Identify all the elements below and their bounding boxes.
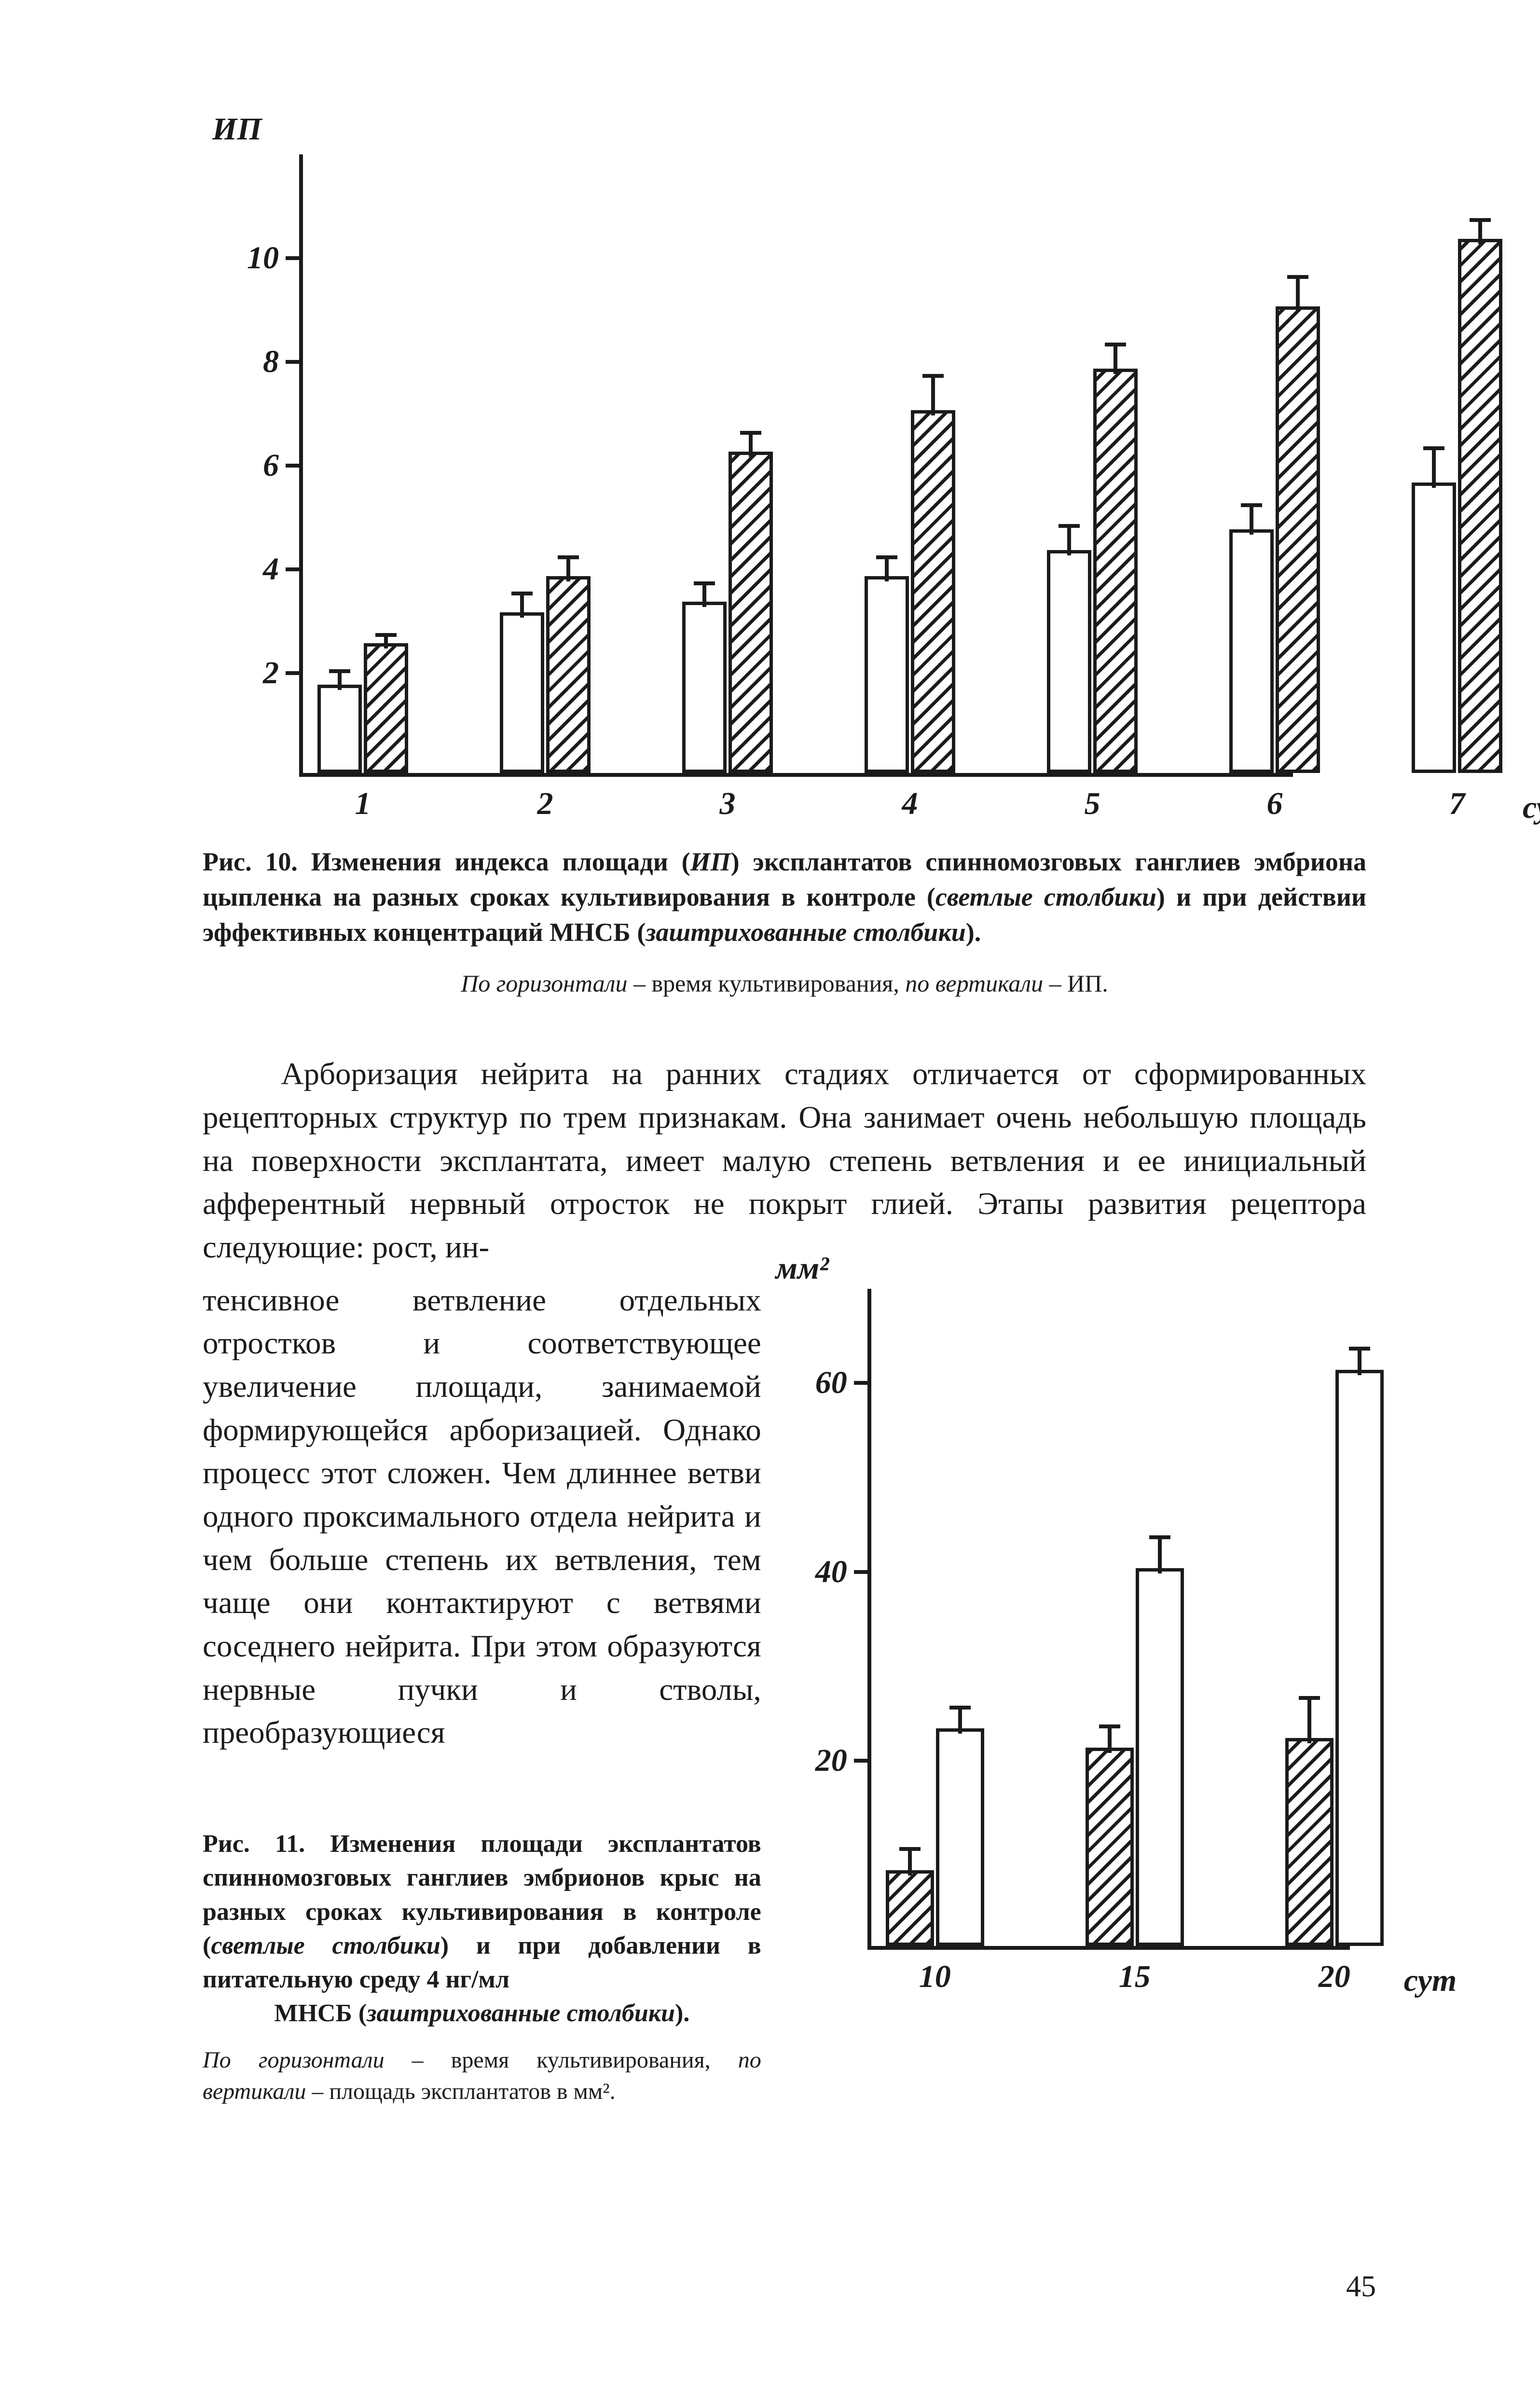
body-paragraph: Арборизация нейрита на ранних стадиях от… <box>203 1053 1366 1269</box>
fig10-subcaption: По горизонтали – время культивирования, … <box>203 967 1366 1000</box>
x-category-label: 2 <box>537 773 553 822</box>
bar-open <box>1412 483 1456 773</box>
y-tick <box>854 1570 871 1574</box>
bar-open <box>682 602 727 773</box>
left-column: тенсивное ветвление отдельных отростков … <box>203 1279 761 2108</box>
fig11-two-column: тенсивное ветвление отдельных отростков … <box>203 1279 1366 2108</box>
error-bar <box>1250 503 1253 535</box>
fig11-subcaption: По горизонтали – время культивирования, … <box>203 2045 761 2108</box>
bar-open <box>1229 529 1274 773</box>
x-category-label: 10 <box>919 1946 951 1995</box>
y-tick-label: 60 <box>789 1365 847 1401</box>
error-bar <box>384 633 388 648</box>
x-category-label: 20 <box>1319 1946 1350 1995</box>
fig10-caption: Рис. 10. Изменения индекса площади (ИП) … <box>203 844 1366 950</box>
page: ИП 2468101234567 сут Рис. 10. Изменения … <box>0 0 1540 2386</box>
right-column: мм² 204060101520 сут <box>790 1279 1366 1950</box>
bar-group <box>317 643 408 773</box>
bar-group <box>682 452 773 773</box>
error-bar <box>908 1847 912 1876</box>
bar-hatched <box>1086 1748 1134 1946</box>
error-bar <box>566 555 570 581</box>
bar-hatched <box>886 1870 934 1946</box>
fig11-caption: Рис. 11. Изменения площади эксплантатов … <box>203 1827 761 2030</box>
bar-hatched <box>1093 369 1138 773</box>
y-tick <box>286 256 303 260</box>
error-bar <box>958 1706 962 1734</box>
bar-group <box>1285 1370 1384 1946</box>
y-tick <box>286 567 303 571</box>
fig10-y-title: ИП <box>212 111 262 148</box>
error-bar <box>1358 1347 1361 1375</box>
bar-hatched <box>1276 306 1320 773</box>
page-number: 45 <box>1346 2270 1376 2304</box>
y-tick <box>286 360 303 364</box>
bar-open <box>500 612 544 773</box>
bar-open <box>1047 550 1091 773</box>
error-bar <box>1158 1535 1162 1573</box>
x-category-label: 6 <box>1267 773 1283 822</box>
y-tick-label: 2 <box>221 655 279 691</box>
error-bar <box>1478 218 1482 244</box>
bar-hatched <box>911 410 955 773</box>
y-tick-label: 4 <box>221 551 279 588</box>
bar-group <box>1412 239 1502 773</box>
fig11-chart: мм² 204060101520 сут <box>867 1289 1366 1950</box>
fig11-x-unit: сут <box>1404 1962 1457 1999</box>
bar-open <box>936 1728 984 1945</box>
bar-hatched <box>1285 1738 1334 1946</box>
fig11-plot-area: 204060101520 <box>867 1289 1350 1950</box>
bar-hatched <box>546 576 591 773</box>
bar-open <box>317 685 362 773</box>
bar-group <box>1086 1568 1184 1946</box>
error-bar <box>1307 1696 1311 1743</box>
y-tick-label: 20 <box>789 1742 847 1779</box>
bar-group <box>865 410 955 773</box>
bar-hatched <box>364 643 408 773</box>
x-category-label: 1 <box>355 773 371 822</box>
body-flow-left: тенсивное ветвление отдельных отростков … <box>203 1279 761 1755</box>
bar-hatched <box>1458 239 1502 773</box>
error-bar <box>702 581 706 607</box>
error-bar <box>749 431 753 457</box>
bar-hatched <box>729 452 773 773</box>
x-category-label: 5 <box>1085 773 1100 822</box>
y-tick <box>854 1381 871 1385</box>
bar-open <box>1136 1568 1184 1946</box>
x-category-label: 4 <box>902 773 918 822</box>
fig10-chart: ИП 2468101234567 сут <box>299 154 1366 777</box>
error-bar <box>1296 275 1300 311</box>
y-tick-label: 10 <box>221 240 279 276</box>
bar-group <box>886 1728 984 1945</box>
error-bar <box>338 669 342 690</box>
bar-open <box>865 576 909 773</box>
error-bar <box>1432 446 1436 488</box>
error-bar <box>885 555 889 581</box>
body-paragraph-text: Арборизация нейрита на ранних стадиях от… <box>203 1057 1366 1265</box>
bar-open <box>1335 1370 1384 1946</box>
y-tick <box>854 1759 871 1763</box>
error-bar <box>520 592 524 618</box>
fig10-x-unit: сут <box>1523 789 1540 826</box>
error-bar <box>1114 343 1117 374</box>
error-bar <box>931 374 935 415</box>
error-bar <box>1108 1724 1112 1753</box>
bar-group <box>500 576 591 773</box>
x-category-label: 3 <box>720 773 736 822</box>
y-tick-label: 40 <box>789 1554 847 1590</box>
y-tick <box>286 671 303 675</box>
error-bar <box>1067 524 1071 555</box>
x-category-label: 15 <box>1119 1946 1151 1995</box>
fig11-y-title: мм² <box>776 1250 829 1287</box>
y-tick-label: 8 <box>221 344 279 380</box>
bar-group <box>1047 369 1138 773</box>
y-tick <box>286 464 303 468</box>
fig10-plot-area: 2468101234567 <box>299 154 1293 777</box>
y-tick-label: 6 <box>221 447 279 484</box>
bar-group <box>1229 306 1320 773</box>
x-category-label: 7 <box>1449 773 1465 822</box>
